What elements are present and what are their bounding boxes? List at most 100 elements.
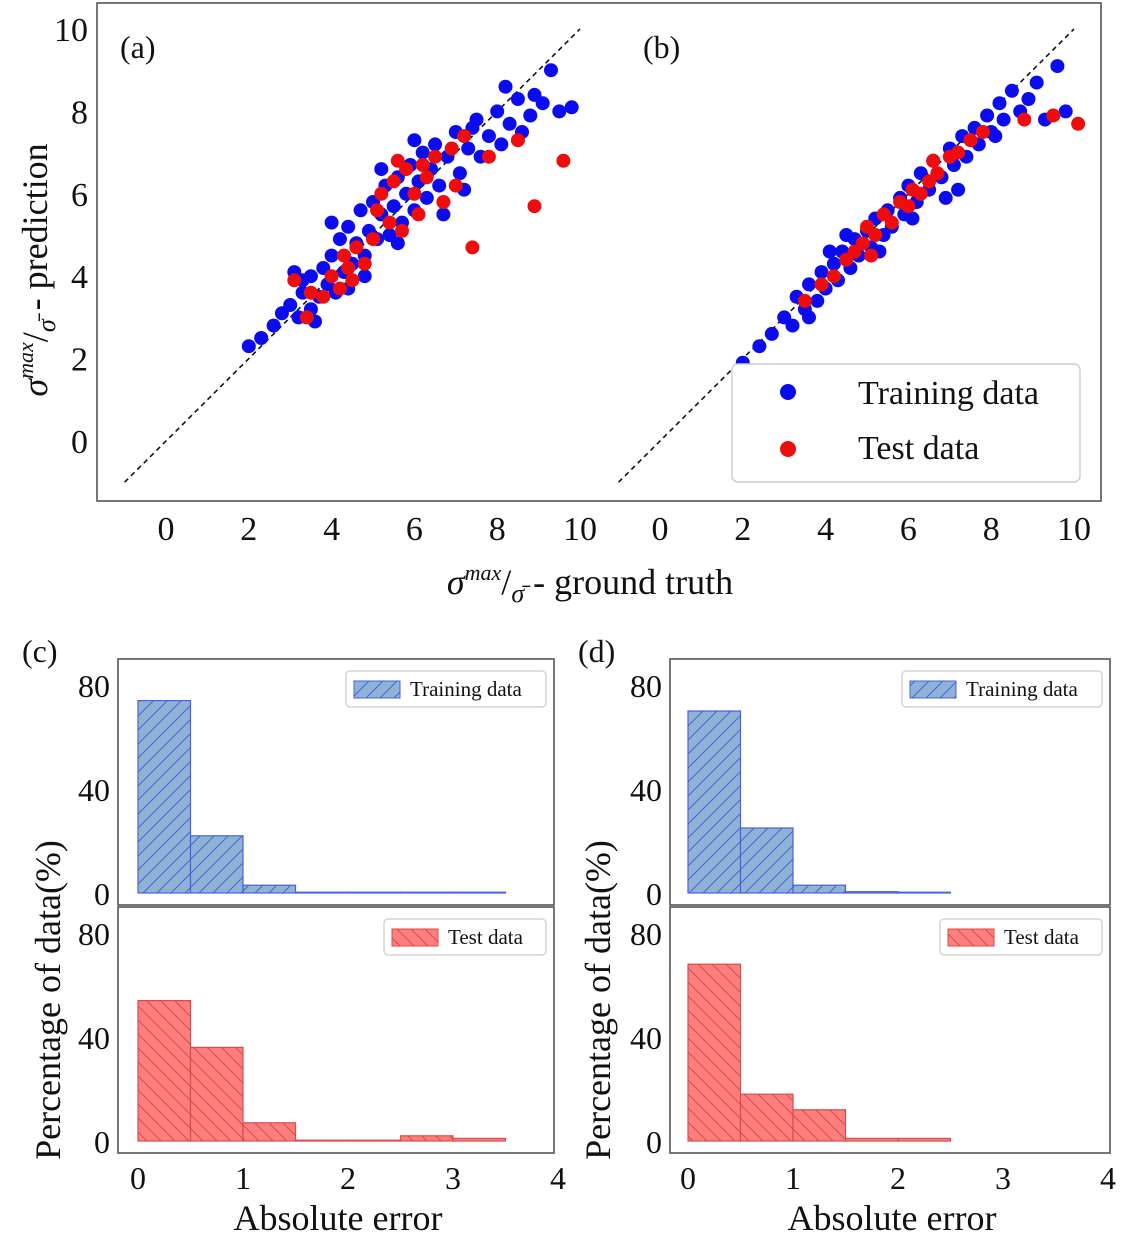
x-tick-label-a: 8	[489, 511, 506, 548]
training-point-a	[502, 116, 517, 131]
training-point-b	[810, 293, 825, 308]
test-point-b	[1017, 112, 1032, 127]
training-point-a	[523, 108, 538, 123]
training-bar-d	[897, 891, 952, 894]
scatter-y-label: σmax/σ̄ - prediction	[13, 143, 61, 396]
svg-text:Percentage of data(%): Percentage of data(%)	[28, 840, 68, 1160]
x-tick-label-a: 4	[323, 511, 340, 548]
hist-y-tick-label-d: 80	[630, 668, 662, 704]
test-bar-c	[452, 1137, 507, 1142]
x-tick-label-b: 8	[983, 511, 1000, 548]
test-point-a	[390, 153, 405, 168]
hist-y-label-c: Percentage of data(%)	[28, 840, 68, 1160]
training-point-a	[452, 166, 467, 181]
test-point-b	[814, 277, 829, 292]
training-point-a	[353, 203, 368, 218]
test-point-a	[415, 158, 430, 172]
training-bar-hatch-d	[793, 885, 846, 893]
test-bar-hatch-c	[400, 1135, 453, 1141]
test-point-a	[287, 273, 302, 288]
x-tick-label-b: 4	[817, 511, 834, 548]
panel-label-c: (c)	[22, 633, 58, 669]
legend-label-test: Test data	[858, 430, 979, 467]
hist-y-tick-label-d: 40	[630, 772, 662, 808]
training-point-b	[802, 277, 816, 292]
hist-x-tick-label-c: 0	[130, 1160, 146, 1196]
test-bar-c	[294, 1139, 349, 1142]
test-point-a	[382, 215, 397, 230]
hist-legend-label-training-c: Training data	[410, 677, 522, 701]
test-point-a	[527, 199, 542, 214]
test-point-a	[444, 141, 459, 156]
test-bar-c	[347, 1139, 402, 1142]
test-bar-hatch-d	[793, 1109, 846, 1141]
legend-box	[731, 363, 1081, 483]
training-point-b	[1050, 59, 1065, 74]
test-point-a	[337, 248, 351, 263]
training-point-a	[552, 104, 567, 119]
training-point-b	[980, 108, 995, 123]
training-point-a	[432, 178, 447, 193]
test-point-b	[1046, 108, 1061, 123]
hist-x-tick-label-d: 3	[995, 1160, 1011, 1196]
hist-y-tick-label-d: 0	[646, 1124, 662, 1160]
x-tick-label-a: 10	[563, 511, 597, 548]
training-point-a	[283, 298, 298, 312]
legend-label-training: Training data	[858, 375, 1039, 412]
identity-line-a	[124, 28, 581, 483]
test-point-b	[913, 186, 928, 201]
histogram-panel-d: 0 40 80 Training data 0 40 80 Test data 0 1 2 3 4	[630, 658, 1116, 1196]
training-point-a	[390, 236, 405, 251]
y-tick-label-a: 10	[54, 12, 88, 49]
training-point-a	[494, 137, 509, 152]
y-label-sigma: σ	[15, 378, 55, 397]
hist-y-tick-label-c: 40	[78, 1020, 110, 1056]
x-tick-label-b: 2	[734, 511, 751, 548]
training-point-a	[386, 199, 401, 214]
test-point-a	[345, 273, 360, 288]
test-point-a	[386, 174, 401, 189]
hist-legend-swatch-hatch-training-c	[354, 681, 400, 698]
training-point-b	[988, 129, 1003, 144]
training-point-a	[254, 331, 269, 345]
hist-frame-training-d	[669, 658, 1111, 906]
hist-legend-swatch-hatch-training-d	[910, 681, 956, 698]
test-point-a	[395, 223, 409, 238]
test-point-b	[826, 269, 841, 284]
test-point-b	[975, 125, 990, 139]
test-point-b	[901, 199, 916, 214]
y-label-sup: max	[13, 342, 38, 379]
test-point-a	[332, 281, 347, 296]
training-point-b	[814, 265, 829, 280]
test-point-b	[868, 228, 883, 242]
training-point-a	[498, 79, 513, 94]
histogram-panel-c: 0 40 80 Training data 0 40 80 Test data 0 1 2 3 4	[78, 658, 566, 1196]
x-tick-label-b: 10	[1057, 511, 1091, 548]
training-point-a	[324, 215, 339, 230]
test-point-a	[324, 269, 339, 284]
test-point-a	[357, 256, 372, 271]
training-bar-c	[347, 891, 402, 894]
x-label-sigma: σ	[447, 562, 466, 602]
hist-x-label-c: Absolute error	[234, 1198, 443, 1237]
training-point-b	[752, 339, 767, 354]
hist-y-tick-label-d: 80	[630, 916, 662, 952]
training-point-a	[266, 318, 281, 333]
test-point-a	[374, 186, 389, 201]
training-bar-c	[399, 891, 454, 894]
panel-label-b: (b)	[643, 29, 680, 65]
x-label-sup: max	[465, 560, 502, 585]
x-label-rest: - ground truth	[524, 562, 733, 602]
training-point-a	[341, 219, 356, 234]
test-point-b	[951, 145, 966, 160]
training-point-a	[415, 145, 430, 160]
hist-y-tick-label-c: 80	[78, 668, 110, 704]
test-bar-hatch-c	[243, 1122, 296, 1141]
hist-x-tick-label-d: 4	[1100, 1160, 1116, 1196]
x-tick-label-a: 6	[406, 511, 423, 548]
training-bar-hatch-c	[138, 700, 191, 893]
test-point-b	[855, 236, 870, 251]
training-point-b	[764, 326, 779, 341]
test-point-b	[963, 133, 978, 148]
training-point-a	[357, 269, 372, 284]
